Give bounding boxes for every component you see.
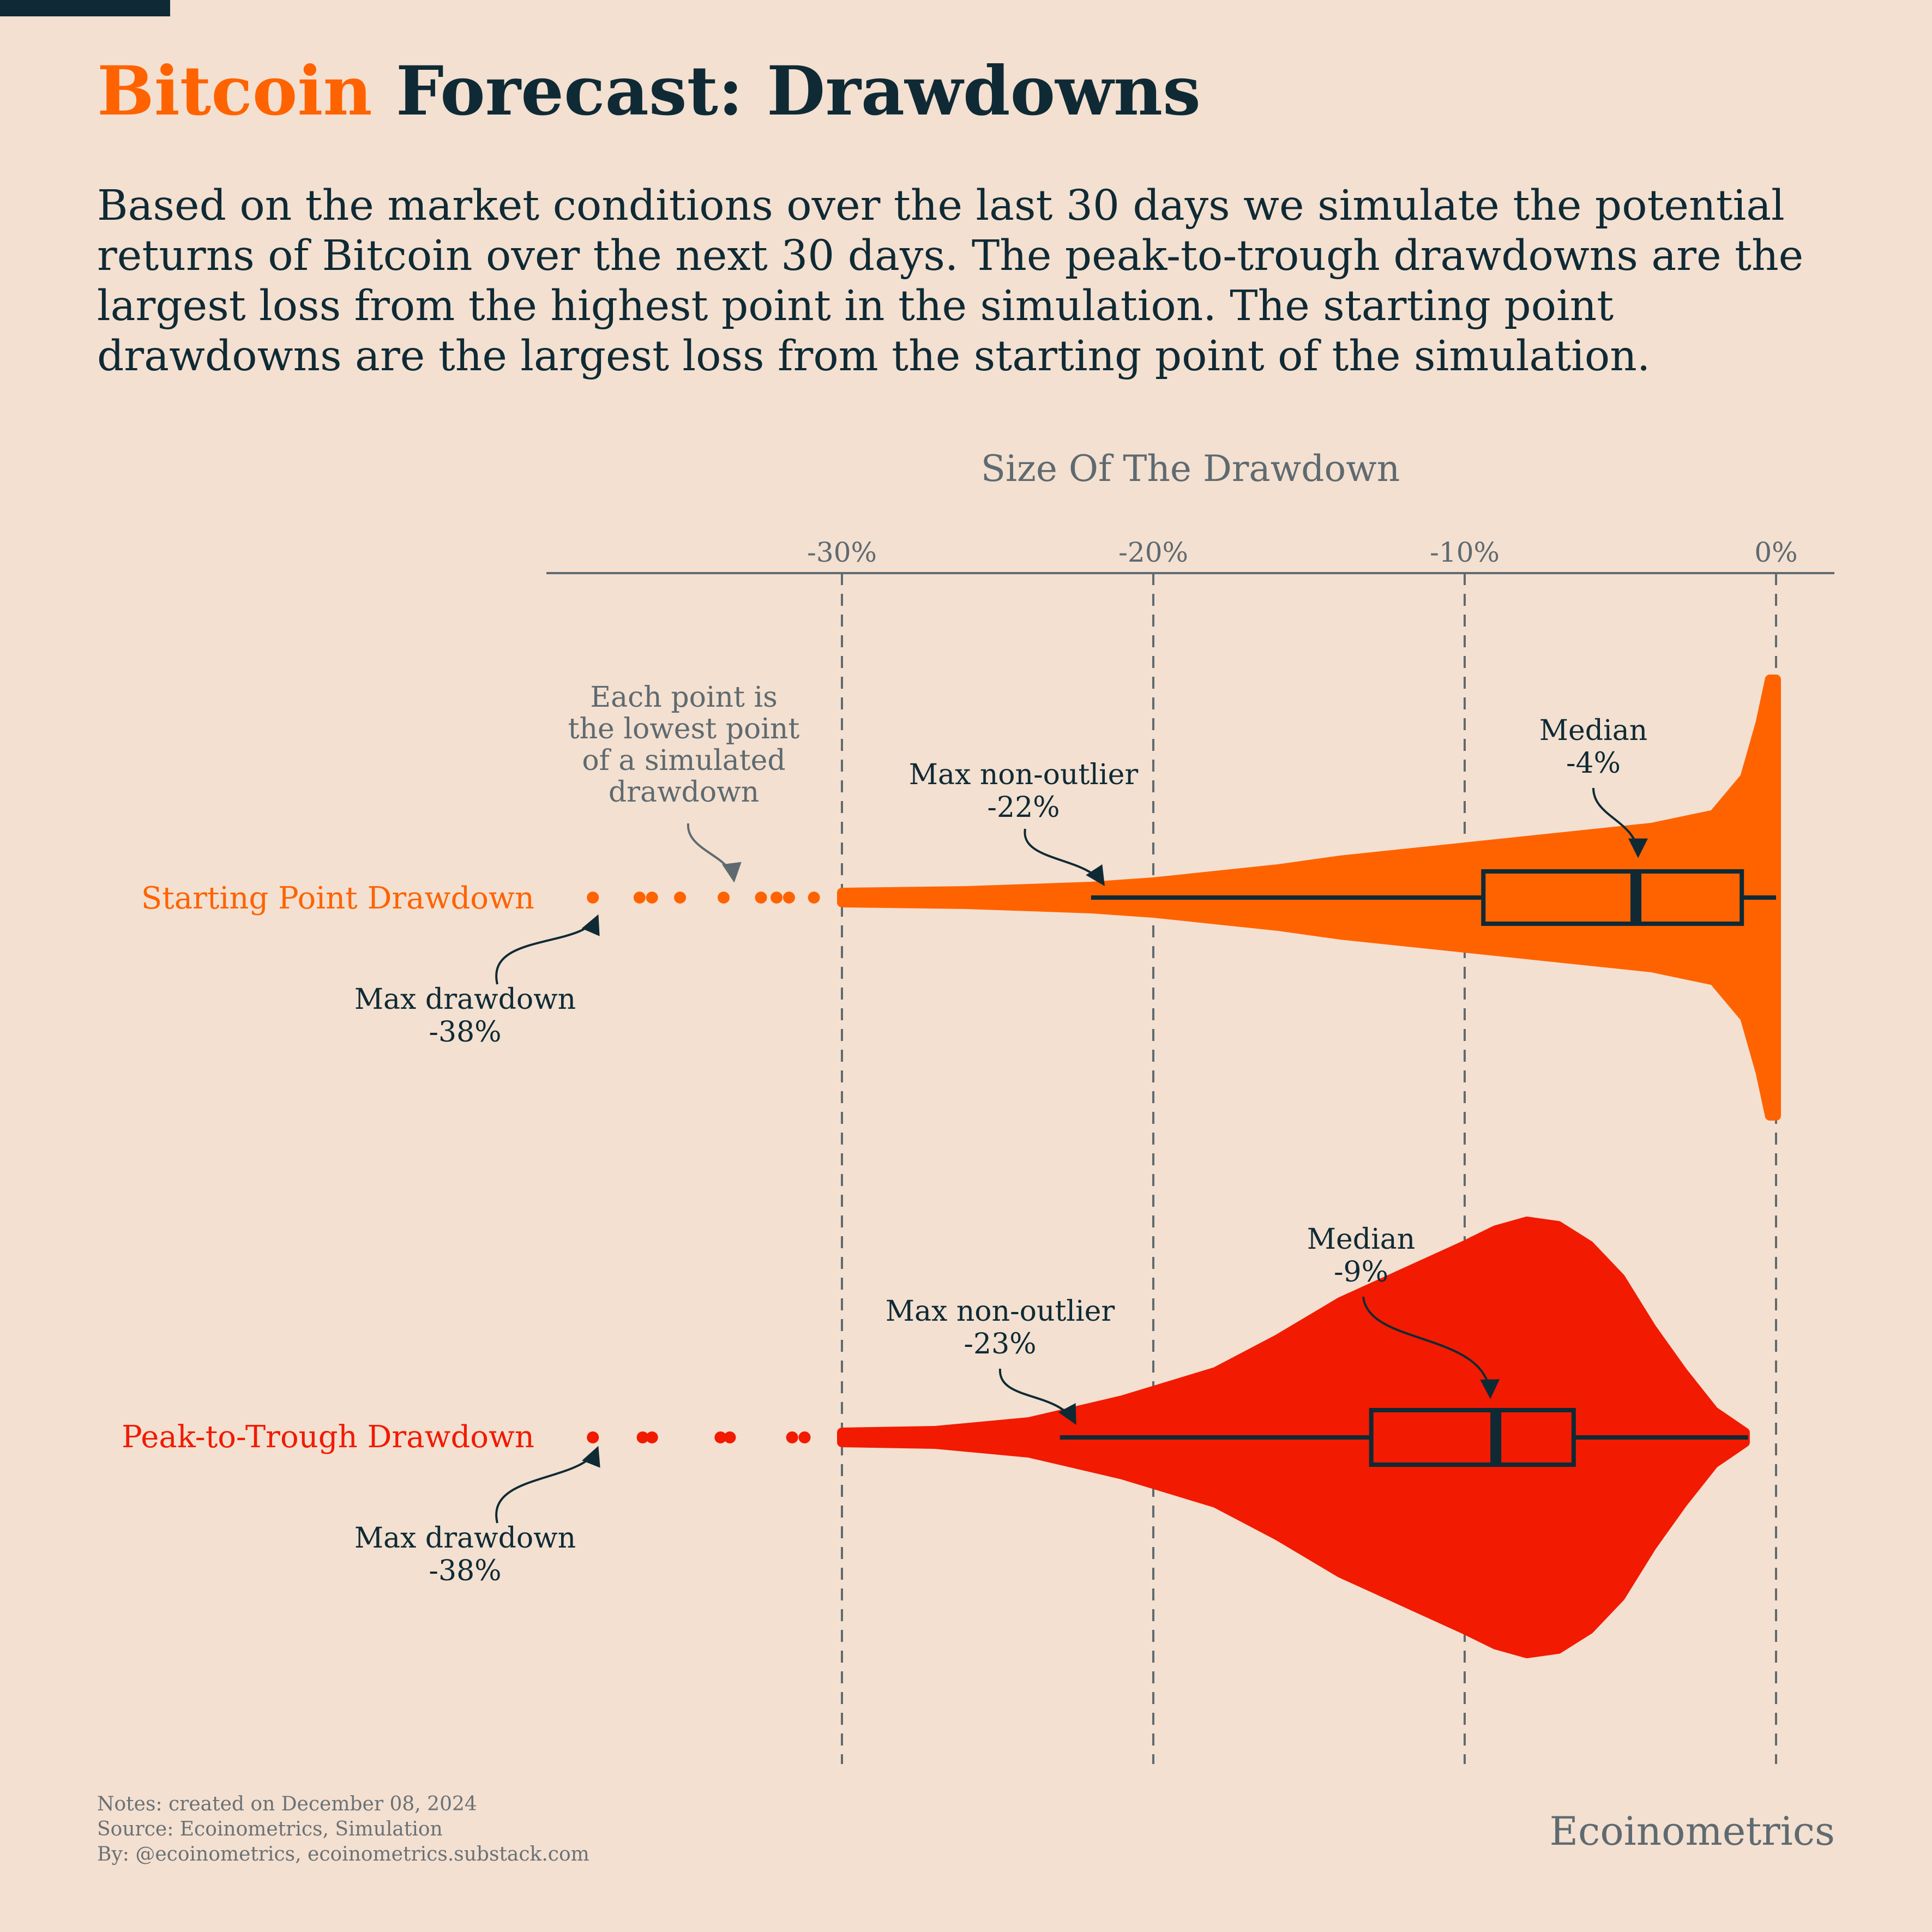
annotation-peak-max-arrow [495,1446,600,1524]
annotation-each-point-arrow [687,823,742,883]
outlier-point [646,892,658,904]
outlier-point [714,1431,727,1443]
annotation-start-median-label: Median [1539,714,1647,747]
page-title: Bitcoin Forecast: Drawdowns [97,48,1201,135]
outlier-point [783,892,795,904]
annotation-start-max-value: -38% [429,1016,501,1049]
annotation-peak-median-label: Median [1307,1223,1415,1256]
x-axis-title: Size Of The Drawdown [981,448,1400,490]
annotation-start-nonoutlier-label: Max non-outlier [909,759,1139,791]
title-accent: Bitcoin [97,52,372,131]
series-label-starting: Starting Point Drawdown [141,881,534,916]
x-tick-label: -20% [1118,537,1188,568]
outlier-point [718,892,730,904]
annotation-peak-nonoutlier-value: -23% [964,1328,1036,1361]
outlier-point [808,892,820,904]
page-subtitle: Based on the market conditions over the … [97,182,1804,381]
annotation-start-median-arrow [1592,787,1648,858]
outlier-point [636,1431,649,1443]
outlier-point [587,1431,599,1443]
annotation-peak-nonoutlier-arrow [998,1368,1076,1425]
annotation-peak-max-value: -38% [429,1555,501,1587]
outlier-point [633,892,646,904]
box-iqr [1369,1408,1576,1467]
series-label-peak: Peak-to-Trough Drawdown [122,1419,534,1455]
footer-source: Source: Ecoinometrics, Simulation [97,1818,443,1840]
corner-accent-bar [0,0,170,16]
annotation-peak-median-value: -9% [1334,1256,1388,1289]
annotation-start-median-value: -4% [1566,747,1621,780]
outlier-point [771,892,783,904]
outlier-point [646,1431,658,1443]
violin-layer [837,675,1781,1658]
box-layer [1060,869,1776,1467]
annotation-each-point: Each point is the lowest point of a simula… [568,681,800,809]
outlier-point [786,1431,798,1443]
annotation-each-point-line: Each point is [590,681,778,714]
footer-by: By: @ecoinometrics, ecoinometrics.substa… [97,1843,589,1865]
outlier-point [674,892,687,904]
outlier-point [755,892,767,904]
footer-notes: Notes: created on December 08, 2024 Sour… [97,1792,589,1867]
annotation-peak-nonoutlier-label: Max non-outlier [886,1295,1115,1328]
annotation-each-point-line: drawdown [609,776,759,809]
annotation-peak-median-arrow [1362,1296,1500,1399]
outlier-point [587,892,599,904]
annotation-start-nonoutlier-arrow [1024,828,1105,887]
annotation-start-max-label: Max drawdown [354,983,576,1016]
title-rest: Forecast: Drawdowns [395,52,1201,131]
footer-created: Notes: created on December 08, 2024 [97,1793,477,1815]
x-tick-label: -30% [807,537,877,568]
annotation-each-point-line: the lowest point [568,713,800,745]
annotation-start-max-arrow [495,914,600,985]
annotation-start-nonoutlier-value: -22% [987,791,1060,824]
annotation-peak-max-label: Max drawdown [354,1522,576,1555]
outlier-point [724,1431,736,1443]
box-iqr [1481,869,1744,926]
annotation-each-point-line: of a simulated [582,744,785,777]
x-tick-label: -10% [1430,537,1500,568]
outlier-layer [587,892,820,1443]
x-tick-label: 0% [1754,537,1797,568]
brand-logo-text: Ecoinometrics [1549,1808,1835,1854]
outlier-point [798,1431,811,1443]
